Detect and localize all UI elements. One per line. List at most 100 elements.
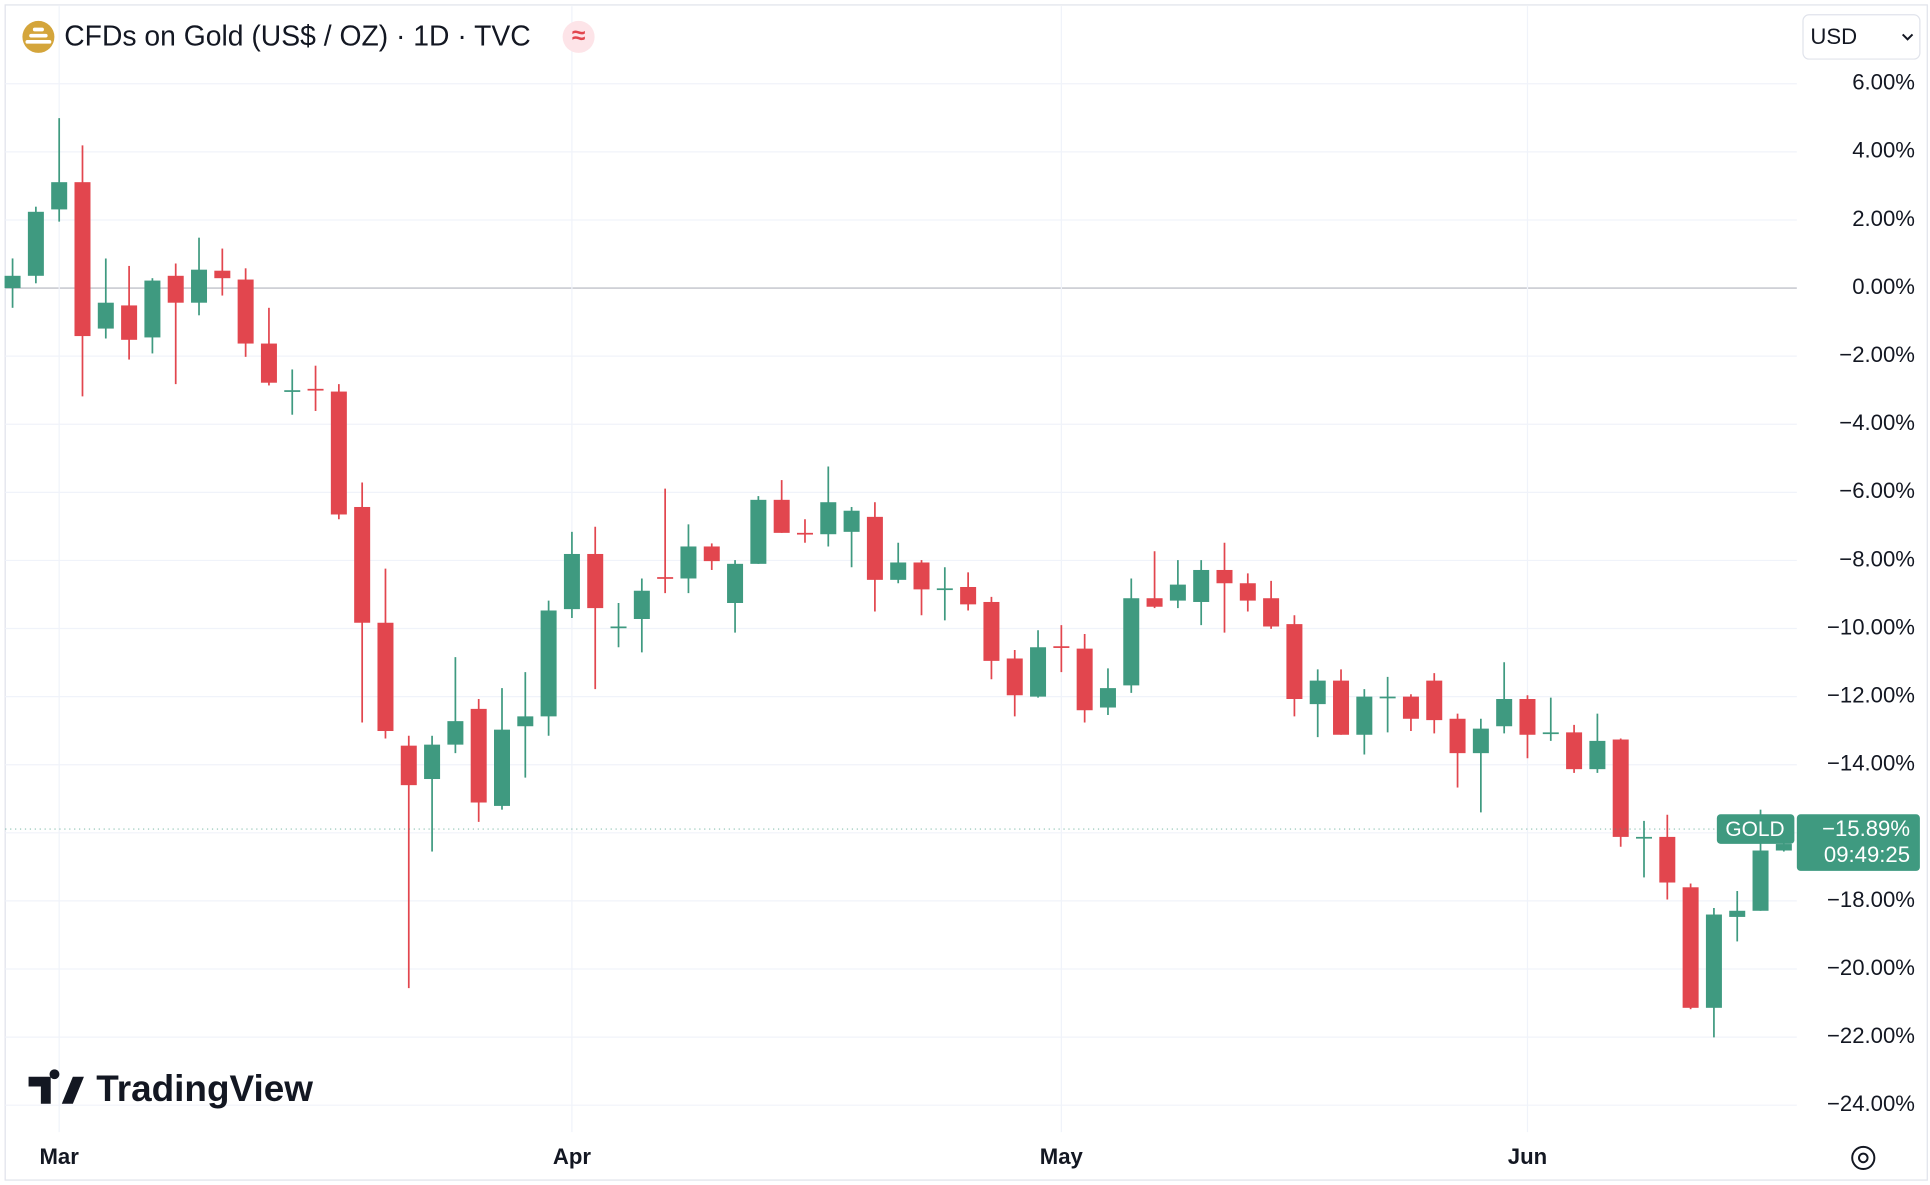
- y-tick-label: −6.00%: [1839, 478, 1915, 503]
- candle-body: [1263, 598, 1280, 627]
- candle-body: [97, 302, 114, 329]
- candle-body: [983, 601, 1000, 661]
- candle-body: [866, 516, 883, 580]
- candle-body: [633, 590, 650, 619]
- dropdown-arrow: [1901, 33, 1914, 41]
- y-tick-label: −8.00%: [1839, 546, 1915, 571]
- y-tick-label: −14.00%: [1827, 751, 1915, 776]
- candle-body: [517, 716, 534, 727]
- currency-select[interactable]: [1802, 14, 1921, 60]
- candle-body: [1333, 680, 1350, 735]
- candle-body: [1472, 728, 1489, 754]
- candle-body: [1705, 914, 1722, 1008]
- logo-mark: [28, 1069, 84, 1104]
- y-tick-label: 0.00%: [1852, 274, 1915, 299]
- price-tag-countdown: 09:49:25: [1824, 842, 1910, 867]
- data-badge: [562, 20, 595, 53]
- candle-body: [773, 499, 790, 533]
- axis-labels: 6.00% 4.00% 2.00% 0.00% −2.00% −4.00% −6.00% −8…: [40, 70, 1920, 1169]
- candle-body: [1030, 647, 1047, 697]
- candle-body: [121, 305, 138, 340]
- candle-body: [1426, 680, 1443, 721]
- candle-body: [470, 708, 487, 803]
- candle-body: [424, 744, 441, 780]
- candle-body: [1752, 850, 1769, 911]
- x-tick-label: May: [1040, 1144, 1084, 1169]
- symbol-icon-bars: [25, 27, 52, 44]
- candle-body: [377, 622, 394, 732]
- candle-body: [494, 729, 510, 806]
- y-tick-label: 6.00%: [1852, 70, 1915, 95]
- candle-body: [1402, 696, 1419, 719]
- candle-body: [284, 390, 301, 392]
- candle-body: [1053, 646, 1070, 648]
- x-tick-label: Mar: [40, 1144, 80, 1169]
- x-tick-label: Apr: [553, 1144, 591, 1169]
- y-tick-label: 2.00%: [1852, 206, 1915, 231]
- candle-body: [960, 586, 977, 605]
- y-tick-label: 4.00%: [1852, 138, 1915, 163]
- y-tick-label: −22.00%: [1827, 1023, 1915, 1048]
- candle-body: [214, 270, 231, 279]
- candle-body: [144, 280, 161, 338]
- candle-body: [1356, 696, 1373, 735]
- candle-body: [843, 510, 860, 532]
- y-tick-label: −4.00%: [1839, 410, 1915, 435]
- candle-body: [354, 506, 371, 623]
- candle-body: [1729, 910, 1746, 917]
- candle-body: [610, 626, 627, 629]
- settings-icon[interactable]: [1851, 1145, 1876, 1170]
- candle-body: [540, 610, 557, 717]
- y-tick-label: −18.00%: [1827, 887, 1915, 912]
- candle-body: [796, 532, 813, 535]
- candle-body: [890, 562, 907, 580]
- data-badge-icon: ≈: [572, 22, 586, 49]
- candle-body: [330, 391, 347, 515]
- candle-body: [1123, 598, 1140, 686]
- frame: [4, 4, 1928, 1181]
- candle-body: [1006, 658, 1023, 696]
- candle-body: [1496, 699, 1513, 727]
- chart-title: CFDs on Gold (US$ / OZ) · 1D · TVC: [64, 20, 530, 52]
- candle-body: [1612, 739, 1629, 837]
- candle-body: [1379, 696, 1396, 699]
- candle-body: [563, 553, 580, 610]
- candle-body: [820, 502, 837, 535]
- currency-label: USD: [1810, 24, 1857, 49]
- symbol-tag-label: GOLD: [1725, 818, 1784, 841]
- candle-body: [4, 275, 21, 289]
- candle-body: [727, 563, 744, 603]
- y-tick-label: −24.00%: [1827, 1091, 1915, 1116]
- candle-body: [447, 721, 464, 745]
- candle-body: [913, 562, 930, 590]
- candle-body: [307, 388, 324, 391]
- candle-body: [1099, 688, 1116, 708]
- candle-body: [260, 343, 277, 383]
- candle-body: [1146, 598, 1163, 607]
- price-tag-value: −15.89%: [1822, 816, 1910, 841]
- candle-body: [1239, 583, 1256, 601]
- candle-body: [1682, 887, 1699, 1008]
- candle-body: [1193, 569, 1210, 602]
- candle-body: [703, 546, 720, 562]
- price-tag: [1796, 814, 1920, 871]
- candle-body: [400, 745, 417, 786]
- y-tick-label: −10.00%: [1827, 614, 1915, 639]
- candle-body: [1076, 648, 1093, 711]
- candle-body: [1169, 584, 1186, 601]
- x-tick-label: Jun: [1508, 1144, 1547, 1169]
- watermark: TradingView: [96, 1068, 313, 1109]
- candle-body: [51, 182, 68, 210]
- candle-body: [680, 546, 697, 579]
- candle-body: [1775, 844, 1792, 851]
- candle-body: [1659, 836, 1676, 883]
- candle-body: [1309, 680, 1326, 705]
- candle-body: [1519, 699, 1536, 735]
- candle-body: [587, 553, 604, 609]
- candle-body: [936, 588, 953, 591]
- y-tick-label: −12.00%: [1827, 682, 1915, 707]
- settings-icon-core: [1857, 1152, 1869, 1164]
- candles: [4, 118, 1797, 1038]
